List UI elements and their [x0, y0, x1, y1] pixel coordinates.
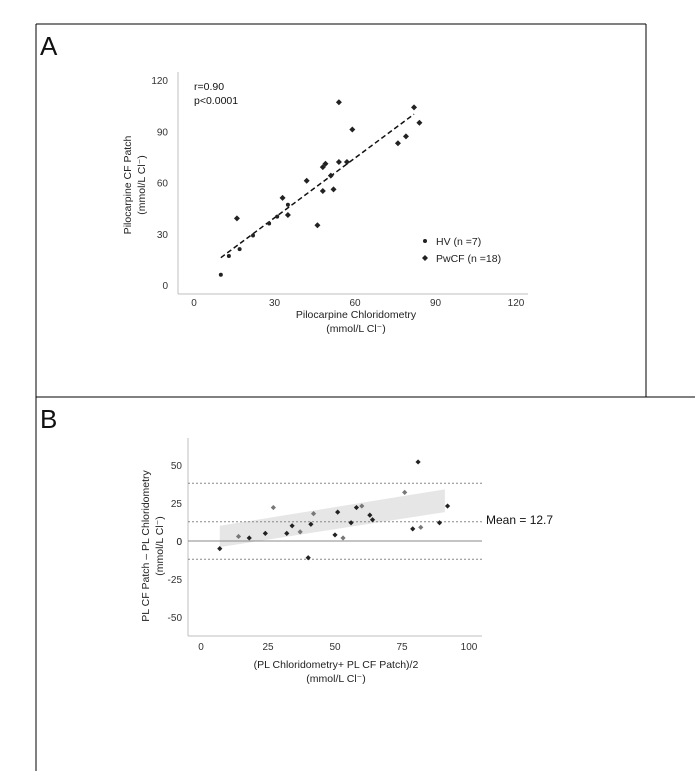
panel-b-x-label: (PL Chloridometry+ PL CF Patch)/2	[254, 659, 419, 671]
panel-a-pwcf-point	[416, 119, 423, 126]
panel-b-mean-label: Mean = 12.7	[486, 513, 553, 527]
panel-b-y-tick-label: 0	[176, 537, 182, 548]
panel-b-point	[436, 520, 443, 526]
legend-label-hv: HV (n =7)	[436, 236, 481, 248]
panel-b-point	[444, 503, 451, 509]
panel-a-pwcf-point	[343, 159, 350, 165]
panel-a-x-tick-label: 120	[508, 298, 525, 309]
panel-b-point	[348, 520, 354, 526]
panel-a-trendline	[220, 113, 415, 259]
panel-b-y-label: PL CF Patch – PL Chloridometry	[140, 469, 152, 621]
panel-a-pwcf-point	[402, 133, 409, 140]
panel-a-x-tick-label: 60	[349, 298, 361, 309]
panel-a-x-tick-label: 30	[269, 298, 281, 309]
panel-a-y-tick-label: 60	[157, 179, 169, 190]
panel-a-pwcf-point	[303, 177, 310, 184]
panel-b-y-unit: (mmol/L Cl⁻)	[154, 516, 166, 575]
panel-b-point	[410, 526, 416, 532]
panel-b-point	[359, 503, 365, 509]
panel-a-y-tick-label: 120	[151, 76, 168, 87]
panel-a-pwcf-point	[349, 126, 356, 133]
panel-b-point	[284, 530, 290, 536]
panel-b-point	[305, 555, 311, 561]
panel-b-point	[270, 504, 276, 511]
panel-a-hv-point	[251, 233, 256, 238]
panel-a-y-tick-label: 30	[157, 230, 169, 241]
panel-a-pwcf-point	[411, 104, 418, 111]
panel-a-x-label: Pilocarpine Chloridometry	[296, 309, 417, 321]
panel-b-point	[367, 512, 373, 518]
panel-a-pwcf-point	[279, 194, 286, 201]
panel-b-point	[310, 511, 317, 517]
panel-a-p-value: p<0.0001	[194, 95, 238, 107]
panel-b-point	[308, 521, 314, 527]
panel-b-x-tick-label: 100	[461, 642, 478, 653]
panel-a-pwcf-point	[319, 188, 326, 195]
panel-b-point	[289, 523, 295, 529]
panel-b-y-tick-label: 0	[176, 537, 182, 548]
panel-b-x-unit: (mmol/L Cl⁻)	[306, 673, 365, 685]
panel-b-confidence-band	[219, 489, 445, 548]
panel-a-pwcf-point	[322, 160, 329, 167]
panel-b-x-tick-label: 25	[262, 642, 274, 653]
panel-b-point	[353, 504, 360, 511]
panel-b-y-tick-label: 25	[171, 499, 183, 510]
legend-marker-hv	[423, 239, 427, 243]
panel-a-y-tick-label: 90	[157, 127, 169, 138]
panel-b-y-tick-label: -50	[168, 613, 183, 624]
panel-a-x-tick-label: 0	[191, 298, 197, 309]
panel-a-pwcf-point	[330, 186, 337, 193]
panel-a-hv-point	[275, 214, 280, 219]
panel-a-hv-point	[226, 253, 231, 258]
panel-a-pwcf-point	[233, 215, 240, 222]
panel-letter-b: B	[40, 404, 57, 434]
panel-a-pwcf-point	[394, 140, 401, 147]
panel-b-point	[369, 517, 376, 523]
panel-b-x-tick-label: 50	[329, 642, 341, 653]
panel-a-pwcf-point	[284, 211, 291, 218]
panel-a-x-tick-label: 90	[430, 298, 442, 309]
panel-a-pwcf-point	[327, 172, 334, 179]
panel-b-point	[217, 546, 223, 552]
panel-b-point	[297, 529, 303, 535]
panel-b-point	[335, 509, 341, 515]
panel-a-y-tick-label: 0	[162, 281, 168, 292]
panel-a-y-label: Pilocarpine CF Patch	[122, 136, 134, 235]
panel-b-point	[246, 535, 252, 541]
panel-a-pwcf-point	[319, 164, 326, 171]
panel-a-plot: 0 30 60 90 120 0 30 60 90 120 r=0.90 p<0.0001 HV…	[122, 72, 528, 335]
panel-a-hv-point	[218, 272, 223, 277]
panel-a-x-unit: (mmol/L Cl⁻)	[326, 323, 385, 335]
panel-a-hv-point	[237, 247, 242, 252]
panel-a-pwcf-point	[335, 99, 342, 106]
panel-b-y-tick-label: 50	[171, 461, 183, 472]
panel-a-hv-point	[267, 221, 272, 226]
panel-b-x-tick-label: 75	[396, 642, 408, 653]
legend-marker-pwcf	[422, 255, 428, 261]
panel-a-y-unit: (mmol/L Cl⁻)	[136, 155, 148, 214]
panel-a-correlation: r=0.90	[194, 81, 224, 93]
panel-b-point	[418, 524, 424, 530]
panel-b-point	[332, 532, 338, 538]
panel-a-hv-point	[285, 202, 290, 207]
panel-b-x-tick-label: 0	[198, 642, 204, 653]
legend-label-pwcf: PwCF (n =18)	[436, 253, 501, 265]
panel-a-pwcf-point	[335, 159, 342, 165]
panel-b-point	[415, 459, 421, 465]
panel-b-point	[402, 489, 408, 495]
panel-b-point	[340, 535, 346, 541]
panel-a-pwcf-point	[314, 222, 321, 229]
panel-b-point	[235, 533, 242, 540]
panel-b-point	[262, 530, 268, 536]
panel-letter-a: A	[40, 31, 58, 61]
panel-b-y-tick-label: -25	[168, 575, 183, 586]
